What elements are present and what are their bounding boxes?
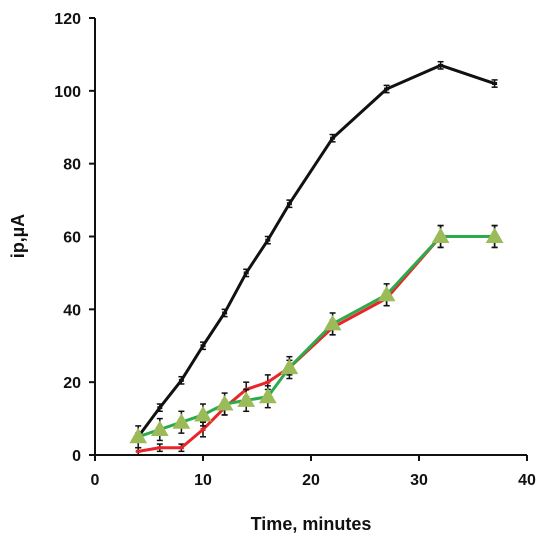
- data-point: [129, 427, 148, 444]
- series-line: [136, 63, 496, 438]
- y-tick-label: 100: [54, 84, 81, 101]
- y-tick-label: 20: [63, 375, 81, 392]
- data-point: [258, 387, 277, 404]
- x-tick-label: 0: [91, 472, 100, 489]
- data-point: [431, 227, 450, 243]
- axes: 0 10 20 30 40 0 20 40 60 80 100 120: [54, 11, 536, 489]
- data-point: [237, 391, 256, 407]
- x-tick-label: 20: [302, 472, 320, 489]
- data-point: [215, 395, 234, 411]
- series-line: [137, 235, 495, 453]
- y-tick-label: 60: [63, 230, 81, 247]
- data-point: [377, 285, 396, 302]
- data-point: [323, 314, 342, 331]
- x-tick-label: 10: [194, 472, 212, 489]
- series-1: [135, 60, 498, 442]
- x-tick-label: 30: [410, 472, 428, 489]
- data-point: [280, 358, 299, 375]
- series-3: [129, 224, 504, 449]
- data-point: [194, 405, 212, 422]
- y-tick-label: 40: [63, 302, 81, 319]
- plot-area: [129, 60, 504, 456]
- series-line: [137, 235, 495, 439]
- y-tick-label: 0: [72, 448, 81, 465]
- data-point: [150, 420, 169, 437]
- data-point: [485, 227, 504, 243]
- y-axis-title: ip,µA: [8, 214, 28, 258]
- y-tick-label: 120: [54, 11, 81, 28]
- x-axis-title: Time, minutes: [251, 514, 372, 534]
- x-tick-label: 40: [518, 472, 536, 489]
- y-tick-label: 80: [63, 157, 81, 174]
- data-point: [172, 413, 191, 429]
